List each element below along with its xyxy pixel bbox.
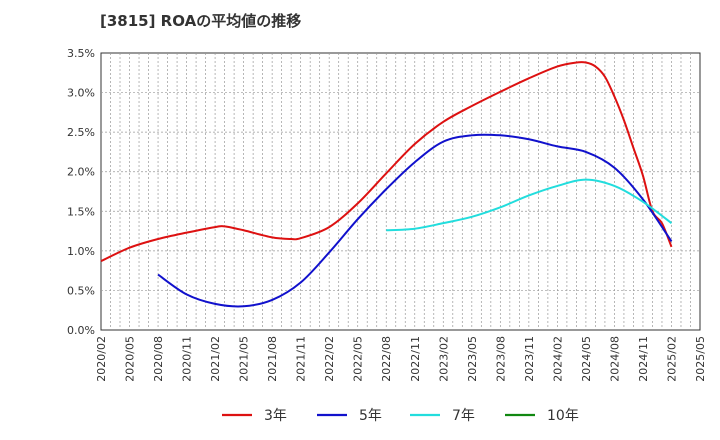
- x-tick-label: 2023/08: [494, 336, 507, 382]
- x-tick-label: 2020/02: [95, 336, 108, 382]
- x-tick-label: 2021/02: [209, 336, 222, 382]
- x-tick-label: 2023/02: [437, 336, 450, 382]
- x-tick-label: 2025/02: [665, 336, 678, 382]
- series-line: [100, 61, 673, 263]
- x-tick-label: 2022/02: [323, 336, 336, 382]
- y-tick-label: 1.0%: [67, 245, 95, 258]
- legend-label: 10年: [547, 408, 579, 424]
- legend-label: 7年: [452, 408, 475, 424]
- x-tick-label: 2024/11: [637, 336, 650, 382]
- y-tick-label: 3.5%: [67, 47, 95, 60]
- x-tick-label: 2021/11: [295, 336, 308, 382]
- x-tick-label: 2020/08: [152, 336, 165, 382]
- x-tick-label: 2023/11: [523, 336, 536, 382]
- x-tick-label: 2024/05: [580, 336, 593, 382]
- y-tick-label: 1.5%: [67, 205, 95, 218]
- x-tick-label: 2021/05: [238, 336, 251, 382]
- x-tick-label: 2023/05: [466, 336, 479, 382]
- y-tick-label: 2.5%: [67, 126, 95, 139]
- x-tick-label: 2020/11: [181, 336, 194, 382]
- x-tick-label: 2024/08: [608, 336, 621, 382]
- x-tick-label: 2021/08: [266, 336, 279, 382]
- series-line: [386, 178, 673, 232]
- x-tick-label: 2022/05: [352, 336, 365, 382]
- x-tick-label: 2020/05: [124, 336, 137, 382]
- y-tick-label: 3.0%: [67, 87, 95, 100]
- y-tick-label: 2.0%: [67, 166, 95, 179]
- series-line: [157, 133, 673, 308]
- legend-label: 5年: [359, 408, 382, 424]
- chart-title: [3815] ROAの平均値の推移: [100, 12, 302, 30]
- y-tick-label: 0.5%: [67, 284, 95, 297]
- x-tick-label: 2022/08: [380, 336, 393, 382]
- plot-area: [100, 52, 701, 331]
- x-tick-label: 2024/02: [551, 336, 564, 382]
- x-tick-label: 2022/11: [409, 336, 422, 382]
- legend-label: 3年: [264, 408, 287, 424]
- y-tick-label: 0.0%: [67, 324, 95, 337]
- x-tick-label: 2025/05: [694, 336, 707, 382]
